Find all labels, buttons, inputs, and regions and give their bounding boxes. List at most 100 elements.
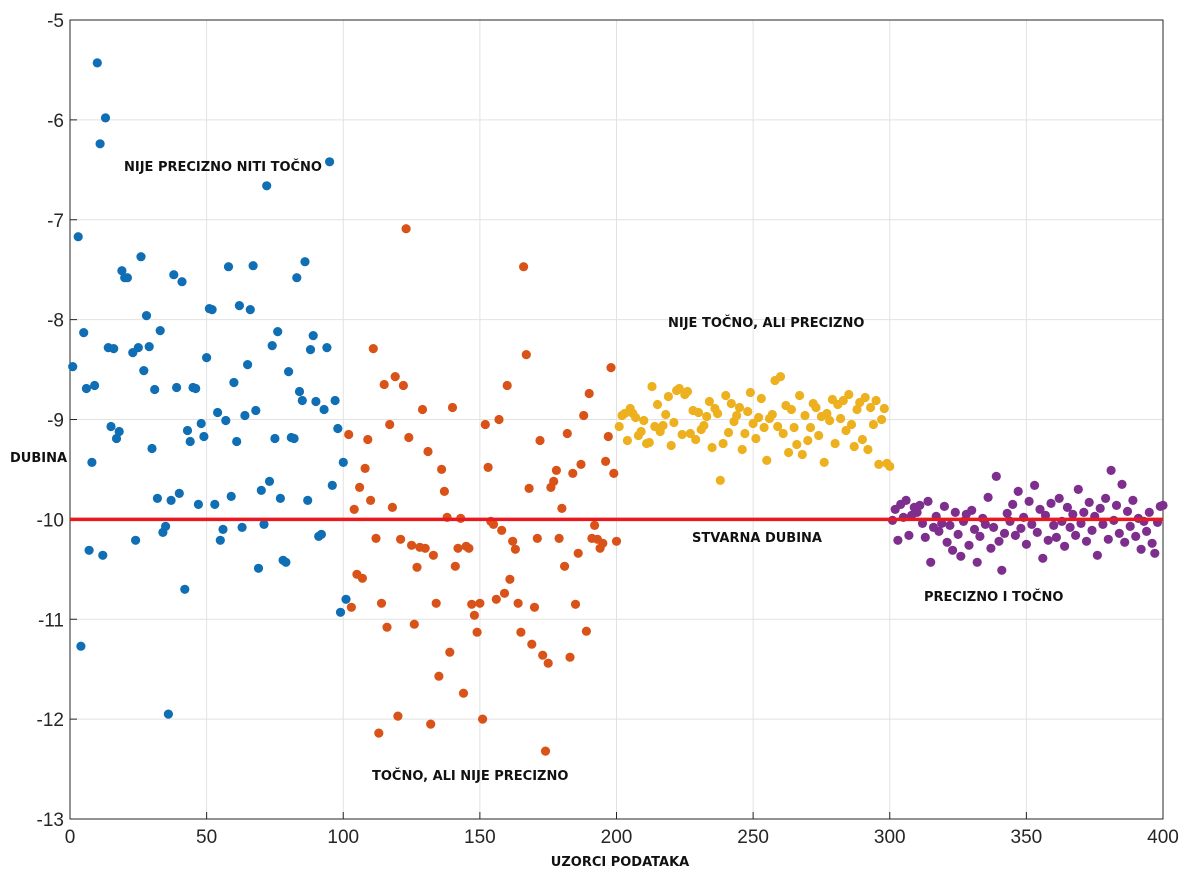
data-point (1106, 465, 1116, 475)
data-point (754, 412, 764, 423)
data-point (499, 588, 510, 598)
data-point (505, 574, 515, 584)
data-point (800, 410, 810, 421)
data-point (398, 380, 408, 391)
data-point (674, 383, 684, 394)
data-point (390, 372, 400, 382)
data-point (387, 502, 397, 512)
data-point (437, 464, 447, 474)
data-point (262, 181, 272, 191)
data-point (1065, 522, 1075, 533)
data-point (543, 658, 553, 668)
data-point (986, 543, 996, 553)
data-point (161, 521, 171, 532)
data-point (355, 482, 365, 492)
data-point (226, 491, 236, 501)
data-point (652, 399, 663, 410)
data-point (253, 563, 264, 573)
data-point (469, 610, 479, 620)
data-point (166, 495, 176, 505)
data-point (527, 639, 537, 649)
data-point (360, 463, 370, 473)
data-point (259, 519, 269, 530)
data-point (874, 459, 884, 469)
data-point (338, 457, 348, 467)
data-point (560, 561, 570, 571)
annotation-not-accurate-precise: NIJE TOČNO, ALI PRECIZNO (668, 315, 864, 331)
data-point (423, 446, 433, 457)
data-point (805, 422, 816, 433)
data-point (335, 607, 346, 617)
data-point (999, 528, 1010, 539)
data-point (185, 436, 195, 447)
data-point (163, 709, 173, 719)
data-point (529, 602, 540, 612)
data-point (814, 430, 824, 441)
data-point (745, 387, 756, 398)
data-point (524, 483, 534, 493)
data-point (1068, 509, 1078, 519)
data-point (152, 493, 162, 503)
data-point (693, 407, 704, 418)
data-point (647, 381, 657, 392)
data-point (385, 419, 395, 430)
data-point (1021, 539, 1031, 549)
data-point (915, 500, 925, 510)
data-point (699, 420, 709, 431)
data-point (376, 598, 387, 608)
data-point (322, 343, 332, 353)
data-point (243, 360, 253, 370)
series-1 (68, 58, 351, 719)
data-point (1150, 548, 1160, 558)
data-point (144, 342, 154, 352)
data-point (702, 411, 712, 422)
data-point (852, 404, 862, 415)
data-point (393, 711, 403, 721)
data-point (207, 305, 217, 315)
data-point (1142, 526, 1152, 537)
data-point (458, 688, 469, 698)
y-tick-label: -6 (47, 111, 64, 132)
data-point (713, 408, 723, 419)
data-point (1095, 503, 1105, 513)
annotation-accurate-not-precise: TOČNO, ALI NIJE PRECIZNO (372, 768, 568, 784)
data-point (860, 392, 870, 403)
x-tick-label: 300 (874, 827, 906, 848)
data-point (1051, 532, 1061, 543)
data-point (251, 405, 261, 416)
data-point (79, 328, 89, 338)
data-point (983, 492, 993, 502)
data-point (726, 398, 736, 409)
data-point (1043, 535, 1053, 545)
data-point (904, 530, 914, 541)
data-point (581, 626, 592, 636)
data-point (644, 437, 654, 448)
data-point (133, 343, 143, 353)
data-point (942, 537, 952, 547)
x-tick-label: 100 (327, 827, 359, 848)
data-point (1098, 519, 1108, 530)
data-point (401, 224, 411, 234)
data-point (213, 407, 223, 418)
data-point (289, 433, 299, 444)
y-tick-label: -7 (47, 211, 64, 232)
data-point (284, 367, 294, 377)
data-point (122, 273, 132, 283)
data-point (363, 434, 373, 445)
data-point (682, 386, 693, 397)
data-point (956, 551, 966, 561)
data-point (923, 496, 933, 506)
data-point (114, 426, 124, 437)
data-point (1081, 536, 1092, 546)
data-point (669, 417, 679, 428)
data-point (611, 536, 622, 546)
x-tick-label: 350 (1011, 827, 1043, 848)
data-point (308, 331, 318, 341)
y-axis-label: DUBINA (10, 451, 67, 466)
data-point (901, 495, 911, 505)
data-point (1008, 499, 1018, 509)
data-point (1079, 507, 1089, 517)
data-point (502, 380, 512, 391)
y-tick-label: -9 (47, 411, 64, 432)
data-point (1060, 541, 1070, 551)
